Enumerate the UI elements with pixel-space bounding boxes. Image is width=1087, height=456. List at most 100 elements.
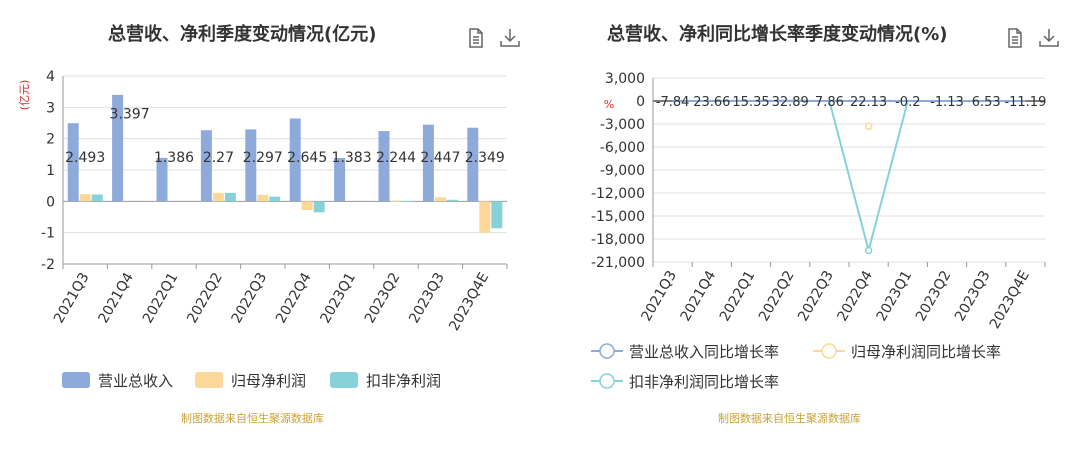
data-label: 2.244 [376, 150, 416, 166]
data-label: 15.35 [732, 95, 769, 110]
x-tick-label: 2023Q3 [406, 270, 448, 326]
legend-item-1: 归母净利润 [195, 372, 306, 390]
y-tick-label: 3 [46, 100, 55, 116]
x-tick-label: 2022Q2 [184, 270, 226, 326]
data-label: 32.89 [772, 95, 809, 110]
legend-item-0: 营业总收入同比增长率 [591, 343, 779, 361]
point-marker [864, 246, 873, 255]
x-tick-label: 2023Q2 [913, 268, 955, 324]
legend-label: 归母净利润 [231, 372, 306, 390]
legend-swatch [62, 372, 90, 388]
bar-0 [334, 157, 346, 202]
data-label: -0.2 [895, 95, 920, 110]
bar-1 [434, 197, 446, 202]
bar-0 [467, 127, 479, 202]
legend-item-2: 扣非净利润同比增长率 [591, 373, 779, 391]
legend-marker [821, 343, 837, 359]
data-label: 22.13 [850, 95, 887, 110]
data-label: -1.13 [930, 95, 964, 110]
x-tick-label: 2023Q4E [446, 270, 492, 334]
y-axis-label: (亿元) [18, 80, 31, 111]
bar-0 [200, 130, 212, 202]
bar-1 [479, 201, 491, 233]
document-icon[interactable] [1003, 26, 1027, 50]
x-tick-label: 2022Q3 [229, 270, 271, 326]
legend-label: 归母净利润同比增长率 [851, 343, 1001, 361]
bar-1 [257, 194, 269, 202]
y-tick-label: -2 [41, 257, 55, 273]
legend-label: 扣非净利润同比增长率 [629, 373, 779, 391]
x-tick-label: 2022Q2 [756, 268, 798, 324]
data-label: 2.447 [420, 150, 460, 166]
y-tick-label: 0 [636, 94, 645, 110]
download-icon[interactable] [1037, 26, 1061, 50]
bar-0 [67, 123, 79, 202]
bar-0 [289, 118, 301, 202]
bar-0 [112, 94, 124, 202]
data-label: 7.86 [815, 95, 844, 110]
data-label: -7.84 [656, 95, 690, 110]
bar-1 [212, 192, 224, 202]
legend-item-2: 扣非净利润 [330, 372, 441, 390]
x-tick-label: 2021Q4 [95, 270, 137, 326]
left-chart-panel: 总营收、净利季度变动情况(亿元) 4 3 2 1 0 -1 -2 (亿元) 2021Q3 2.49… [0, 0, 540, 456]
legend-label: 扣非净利润 [366, 372, 441, 390]
y-tick-label: 1 [46, 163, 55, 179]
y-tick-label: -1 [41, 226, 55, 242]
bar-2 [224, 192, 236, 202]
x-tick-label: 2023Q1 [317, 270, 359, 326]
bar-2 [446, 199, 458, 202]
legend-item-0: 营业总收入 [62, 372, 173, 390]
x-tick-label: 2023Q2 [362, 270, 404, 326]
bar-2 [313, 201, 325, 213]
bar-0 [422, 124, 434, 202]
data-label: 2.493 [65, 150, 105, 166]
y-tick-label: -18,000 [591, 232, 645, 248]
x-tick-label: 2023Q3 [952, 268, 994, 324]
y-tick-label: 0 [46, 194, 55, 210]
y-axis-label: % [604, 98, 614, 111]
y-tick-label: -3,000 [600, 117, 645, 133]
x-tick-label: 2021Q4 [678, 268, 720, 324]
right-chart-title: 总营收、净利同比增长率季度变动情况(%) [607, 24, 948, 45]
data-label: 1.383 [332, 150, 372, 166]
left-chart-source: 制图数据来自恒生聚源数据库 [181, 412, 324, 425]
y-tick-label: 4 [46, 69, 55, 85]
x-tick-label: 2021Q3 [638, 268, 680, 324]
download-icon[interactable] [498, 26, 522, 50]
data-label: 1.386 [154, 150, 194, 166]
y-tick-label: -15,000 [591, 209, 645, 225]
y-tick-label: 3,000 [605, 71, 645, 87]
data-label: 2.297 [243, 150, 283, 166]
left-bar-chart: 4 3 2 1 0 -1 -2 (亿元) 2021Q3 2.493 2021Q4 3.397 2022Q… [18, 69, 508, 390]
data-label: 6.53 [972, 95, 1001, 110]
x-tick-label: 2021Q3 [51, 270, 93, 326]
data-label: 2.645 [287, 150, 327, 166]
data-label: -11.19 [1004, 95, 1046, 110]
document-icon[interactable] [464, 26, 488, 50]
right-chart-panel: 总营收、净利同比增长率季度变动情况(%) 3,000 0 -3,000 -6,000 -… [543, 0, 1087, 456]
bar-1 [390, 200, 402, 202]
legend-item-1: 归母净利润同比增长率 [813, 343, 1001, 361]
bar-2 [269, 196, 281, 202]
bar-1 [79, 194, 91, 202]
x-tick-label: 2022Q1 [140, 270, 182, 326]
bar-2 [91, 194, 103, 202]
data-label: 23.66 [693, 95, 730, 110]
x-tick-label: 2023Q1 [874, 268, 916, 324]
bar-1 [301, 201, 313, 211]
legend-marker [599, 373, 615, 389]
legend-label: 营业总收入 [98, 372, 173, 390]
legend-label: 营业总收入同比增长率 [629, 343, 779, 361]
x-tick-label: 2022Q3 [795, 268, 837, 324]
legend-swatch [195, 372, 223, 388]
x-tick-label: 2022Q1 [717, 268, 759, 324]
x-tick-label: 2022Q4 [834, 268, 876, 324]
data-label: 3.397 [110, 106, 150, 122]
legend-swatch [330, 372, 358, 388]
bar-0 [245, 129, 257, 202]
right-line-chart: 3,000 0 -3,000 -6,000 -9,000 -12,000 -15,000 -1… [591, 71, 1046, 391]
bar-2 [491, 201, 503, 229]
bar-0 [156, 157, 168, 202]
bar-2 [402, 201, 414, 203]
